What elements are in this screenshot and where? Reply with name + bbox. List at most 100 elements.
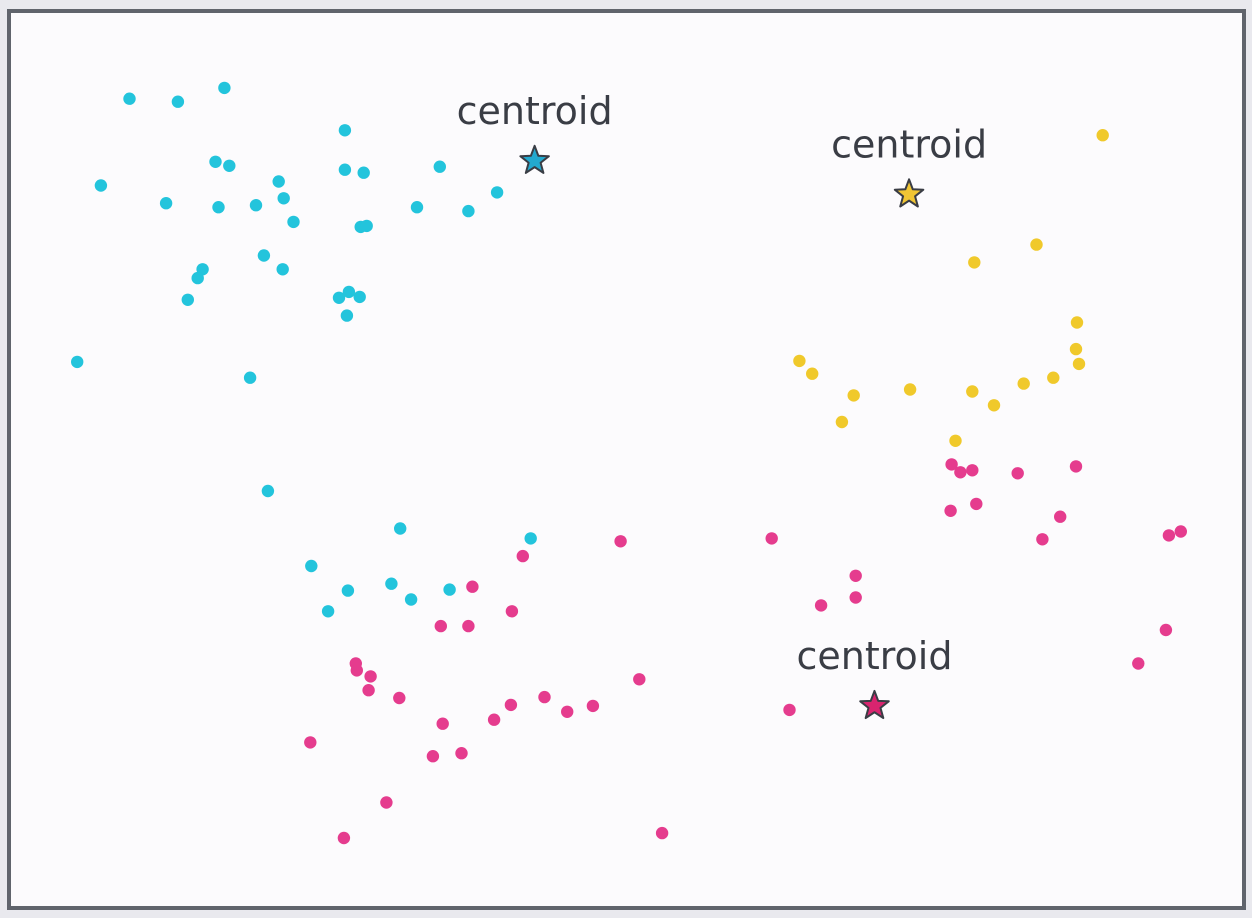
data-point — [94, 179, 108, 192]
data-point — [814, 599, 828, 612]
data-point — [123, 92, 136, 105]
data-point — [380, 796, 393, 809]
data-point — [332, 291, 346, 304]
centroid-label: centroid — [797, 634, 953, 678]
centroid-label: centroid — [457, 89, 613, 133]
data-point — [71, 355, 84, 369]
data-point — [487, 713, 501, 726]
data-point — [614, 535, 627, 548]
data-point — [1159, 623, 1173, 637]
data-point — [426, 750, 440, 763]
data-point — [806, 367, 819, 380]
data-point — [462, 619, 475, 633]
data-point — [1070, 316, 1084, 329]
data-point — [462, 204, 475, 218]
data-point — [633, 673, 646, 686]
data-point — [1132, 657, 1145, 670]
data-point — [944, 504, 957, 517]
data-point — [385, 577, 398, 590]
data-point — [765, 532, 778, 545]
data-point — [257, 249, 271, 262]
centroids: centroid centroid centroid — [457, 89, 987, 720]
plot-area — [7, 9, 1246, 910]
data-point — [655, 826, 669, 840]
data-point — [436, 717, 449, 730]
data-point — [586, 699, 600, 713]
data-points — [71, 81, 1188, 845]
data-point — [276, 263, 289, 276]
data-point — [1030, 238, 1043, 251]
data-point — [305, 559, 318, 573]
data-point — [1011, 467, 1024, 480]
data-point — [970, 497, 983, 511]
data-point — [364, 670, 377, 683]
data-point — [835, 415, 849, 429]
data-point — [223, 159, 236, 172]
data-point — [524, 532, 537, 545]
data-point — [209, 155, 222, 168]
centroid-label: centroid — [831, 122, 987, 166]
data-point — [849, 569, 862, 582]
data-point — [455, 747, 468, 760]
data-point — [272, 175, 285, 188]
data-point — [212, 201, 225, 214]
data-point — [340, 309, 354, 322]
data-point — [538, 690, 551, 704]
data-point — [357, 166, 370, 179]
data-point — [321, 605, 335, 618]
data-point — [1096, 129, 1109, 142]
data-point — [433, 160, 446, 173]
data-point — [561, 705, 574, 718]
data-point — [362, 684, 375, 697]
data-point — [903, 383, 917, 396]
data-point — [516, 549, 529, 563]
data-point — [1017, 377, 1030, 390]
data-point — [341, 584, 355, 597]
data-point — [410, 201, 424, 214]
data-point — [218, 81, 231, 95]
data-point — [966, 464, 979, 477]
data-point — [159, 197, 173, 210]
data-point — [191, 271, 204, 285]
data-point — [849, 591, 862, 604]
data-point — [249, 199, 263, 212]
data-point — [434, 619, 447, 633]
data-point — [171, 95, 185, 108]
data-point — [393, 691, 406, 705]
data-point — [466, 580, 479, 593]
data-point — [350, 664, 363, 677]
data-point — [353, 290, 366, 304]
data-point — [261, 484, 275, 498]
data-point — [1047, 371, 1060, 384]
data-point — [793, 354, 806, 368]
data-point — [1174, 525, 1188, 538]
data-point — [949, 434, 962, 447]
data-point — [954, 466, 967, 479]
data-point — [1036, 533, 1049, 546]
data-point — [966, 385, 979, 398]
centroid-star-icon — [859, 689, 890, 720]
data-point — [287, 215, 300, 229]
centroid-star-icon — [519, 144, 550, 174]
data-point — [304, 736, 317, 749]
data-point — [394, 522, 407, 535]
data-point — [443, 583, 456, 596]
data-point — [1072, 357, 1086, 371]
data-point — [1162, 529, 1176, 542]
data-point — [945, 458, 958, 471]
data-point — [243, 371, 257, 384]
data-point — [338, 124, 352, 137]
data-point — [404, 593, 418, 606]
data-point — [504, 698, 518, 712]
data-point — [490, 186, 504, 199]
data-point — [783, 703, 796, 717]
data-point — [1054, 510, 1067, 523]
data-point — [987, 399, 1001, 412]
centroid-star-icon — [893, 178, 925, 208]
data-point — [181, 293, 194, 306]
data-point — [968, 256, 981, 269]
data-point — [1069, 460, 1083, 473]
data-point — [505, 605, 519, 618]
data-point — [277, 192, 290, 205]
